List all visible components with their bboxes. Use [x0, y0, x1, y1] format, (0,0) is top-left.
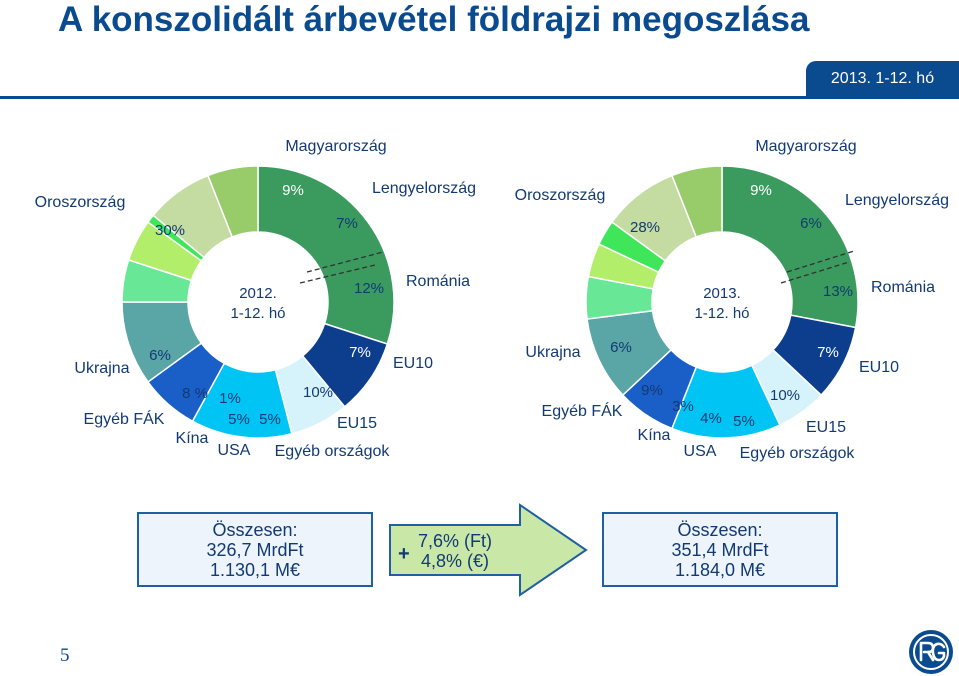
category-label-egyeb-fak: Egyéb FÁK — [84, 409, 165, 428]
growth-eur: 4,8% (€) — [420, 551, 490, 571]
value-label-eu15: 10% — [303, 384, 333, 401]
value-label-magyarorszag: 9% — [282, 182, 304, 199]
donut-chart-1: 2012. 1-12. hó 30% 9% 7% 12% 7% 10% 5% 5% 1% 8 % 6% O… — [35, 138, 476, 460]
value-label-oroszorszag: 30% — [155, 222, 185, 239]
page-number: 5 — [60, 645, 70, 666]
category-label-eu10: EU10 — [859, 359, 899, 376]
value-label-lengyelorszag: 7% — [336, 215, 358, 232]
summary-2013-label: Összesen: — [677, 520, 763, 540]
title-underline — [0, 96, 959, 99]
growth-text: 7,6% (Ft) 4,8% (€) — [418, 531, 492, 571]
category-label-kina: Kína — [176, 430, 209, 447]
donut-charts: 2012. 1-12. hó 30% 9% 7% 12% 7% 10% 5% 5% 1% 8 % 6% O… — [35, 138, 949, 462]
growth-plus: + — [398, 543, 410, 565]
value-label-eu10: 7% — [349, 344, 371, 361]
summary-2012-eur: 1.130,1 M€ — [209, 560, 301, 580]
summary-2012-box: Összesen: 326,7 MrdFt 1.130,1 M€ — [137, 512, 373, 587]
slice-ukrajna — [670, 165, 723, 238]
summary-2013-huf: 351,4 MrdFt — [671, 540, 769, 560]
value-label-egyeb-orszagok: 5% — [733, 413, 755, 430]
page-title: A konszolidált árbevétel földrajzi megos… — [58, 0, 810, 39]
slice-oroszorszag — [257, 165, 395, 345]
dash-line — [786, 250, 855, 273]
value-label-eu15: 10% — [770, 387, 800, 404]
center-label: 2013. — [703, 285, 741, 302]
value-label-ukrajna: 6% — [149, 347, 171, 364]
value-label-lengyelorszag: 6% — [800, 215, 822, 232]
summary-2012-label: Összesen: — [212, 520, 298, 540]
value-label-egyeb-fak: 9% — [641, 382, 663, 399]
category-label-oroszorszag: Oroszország — [35, 194, 126, 211]
value-label-egyeb-fak: 8 % — [182, 385, 208, 402]
center-label: 1-12. hó — [230, 305, 285, 322]
category-label-lengyelorszag: Lengyelország — [845, 192, 949, 209]
growth-huf: 7,6% (Ft) — [418, 531, 493, 551]
category-label-magyarorszag: Magyarország — [755, 138, 856, 155]
category-label-magyarorszag: Magyarország — [285, 138, 386, 155]
slice-ukrajna — [206, 165, 259, 238]
category-label-oroszorszag: Oroszország — [515, 187, 606, 204]
value-label-egyeb-orszagok: 5% — [259, 411, 281, 428]
category-label-eu15: EU15 — [806, 419, 846, 436]
category-label-romania: Románia — [871, 279, 935, 296]
value-label-usa: 4% — [700, 410, 722, 427]
donut-chart-2: 2013. 1-12. hó 28% 9% 6% 13% 7% 10% 5% 4% 3% 9% 6% Or… — [515, 138, 949, 462]
value-label-romania: 12% — [354, 280, 384, 297]
summary-2013-box: Összesen: 351,4 MrdFt 1.184,0 M€ — [602, 512, 838, 587]
value-label-eu10: 7% — [817, 344, 839, 361]
value-label-romania: 13% — [823, 283, 853, 300]
category-label-kina: Kína — [638, 427, 671, 444]
category-label-usa: USA — [218, 442, 251, 459]
category-label-ukrajna: Ukrajna — [74, 360, 129, 377]
category-label-egyeb-orszagok: Egyéb országok — [740, 445, 856, 462]
company-logo — [909, 630, 953, 674]
value-label-kina: 1% — [219, 390, 241, 407]
summary-2013-eur: 1.184,0 M€ — [674, 560, 766, 580]
value-label-kina: 3% — [672, 398, 694, 415]
category-label-lengyelorszag: Lengyelország — [372, 180, 476, 197]
category-label-egyeb-fak: Egyéb FÁK — [542, 401, 623, 420]
category-label-eu10: EU10 — [393, 355, 433, 372]
category-label-eu15: EU15 — [337, 415, 377, 432]
value-label-oroszorszag: 28% — [630, 219, 660, 236]
period-badge: 2013. 1-12. hó — [806, 61, 959, 97]
category-label-usa: USA — [684, 443, 717, 460]
growth-arrow — [389, 503, 588, 597]
category-label-egyeb-orszagok: Egyéb országok — [275, 443, 391, 460]
value-label-ukrajna: 6% — [610, 339, 632, 356]
slice-oroszorszag — [721, 165, 859, 329]
dash-line — [299, 264, 376, 284]
dash-line — [306, 251, 384, 273]
value-label-magyarorszag: 9% — [750, 182, 772, 199]
center-label: 2012. — [239, 285, 277, 302]
category-label-ukrajna: Ukrajna — [525, 344, 580, 361]
category-label-romania: Románia — [406, 273, 470, 290]
value-label-usa: 5% — [228, 411, 250, 428]
dash-line — [780, 261, 850, 284]
summary-2012-huf: 326,7 MrdFt — [206, 540, 304, 560]
center-label: 1-12. hó — [694, 305, 749, 322]
